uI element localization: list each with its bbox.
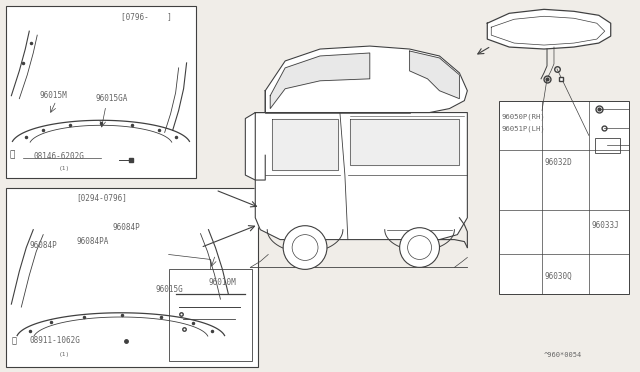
Text: 96015GA: 96015GA [96, 94, 129, 103]
Text: 08911-1062G: 08911-1062G [29, 336, 80, 345]
Text: 96050P(RH): 96050P(RH) [501, 113, 545, 120]
Circle shape [283, 226, 327, 269]
Polygon shape [487, 9, 611, 49]
Polygon shape [410, 51, 460, 99]
FancyBboxPatch shape [6, 188, 259, 367]
Text: 96084P: 96084P [113, 223, 141, 232]
Polygon shape [245, 91, 265, 180]
Text: Ⓝ: Ⓝ [12, 336, 17, 345]
Text: 96032D: 96032D [544, 158, 572, 167]
Text: 96030Q: 96030Q [544, 272, 572, 281]
Polygon shape [265, 46, 467, 113]
Text: 96010M: 96010M [209, 278, 236, 287]
Text: 96051P(LH): 96051P(LH) [501, 125, 545, 132]
Polygon shape [350, 119, 460, 165]
Text: 96084PA: 96084PA [76, 237, 108, 246]
Text: ^960*0054: ^960*0054 [544, 352, 582, 358]
Text: [0294-0796]: [0294-0796] [76, 193, 127, 202]
Text: (1): (1) [59, 166, 70, 171]
FancyBboxPatch shape [169, 269, 252, 361]
FancyBboxPatch shape [499, 101, 628, 294]
Text: 96033J: 96033J [592, 221, 620, 230]
Circle shape [399, 228, 440, 267]
Text: 96084P: 96084P [29, 241, 57, 250]
Text: Ⓢ: Ⓢ [10, 151, 15, 160]
Polygon shape [270, 53, 370, 109]
Text: [0796-    ]: [0796- ] [121, 12, 172, 21]
Text: 96015G: 96015G [156, 285, 184, 294]
FancyBboxPatch shape [595, 138, 620, 153]
Polygon shape [255, 113, 467, 240]
Text: 08146-6202G: 08146-6202G [33, 152, 84, 161]
Text: (1): (1) [59, 352, 70, 357]
Polygon shape [272, 119, 338, 170]
Text: 96015M: 96015M [39, 91, 67, 100]
FancyBboxPatch shape [6, 6, 196, 178]
